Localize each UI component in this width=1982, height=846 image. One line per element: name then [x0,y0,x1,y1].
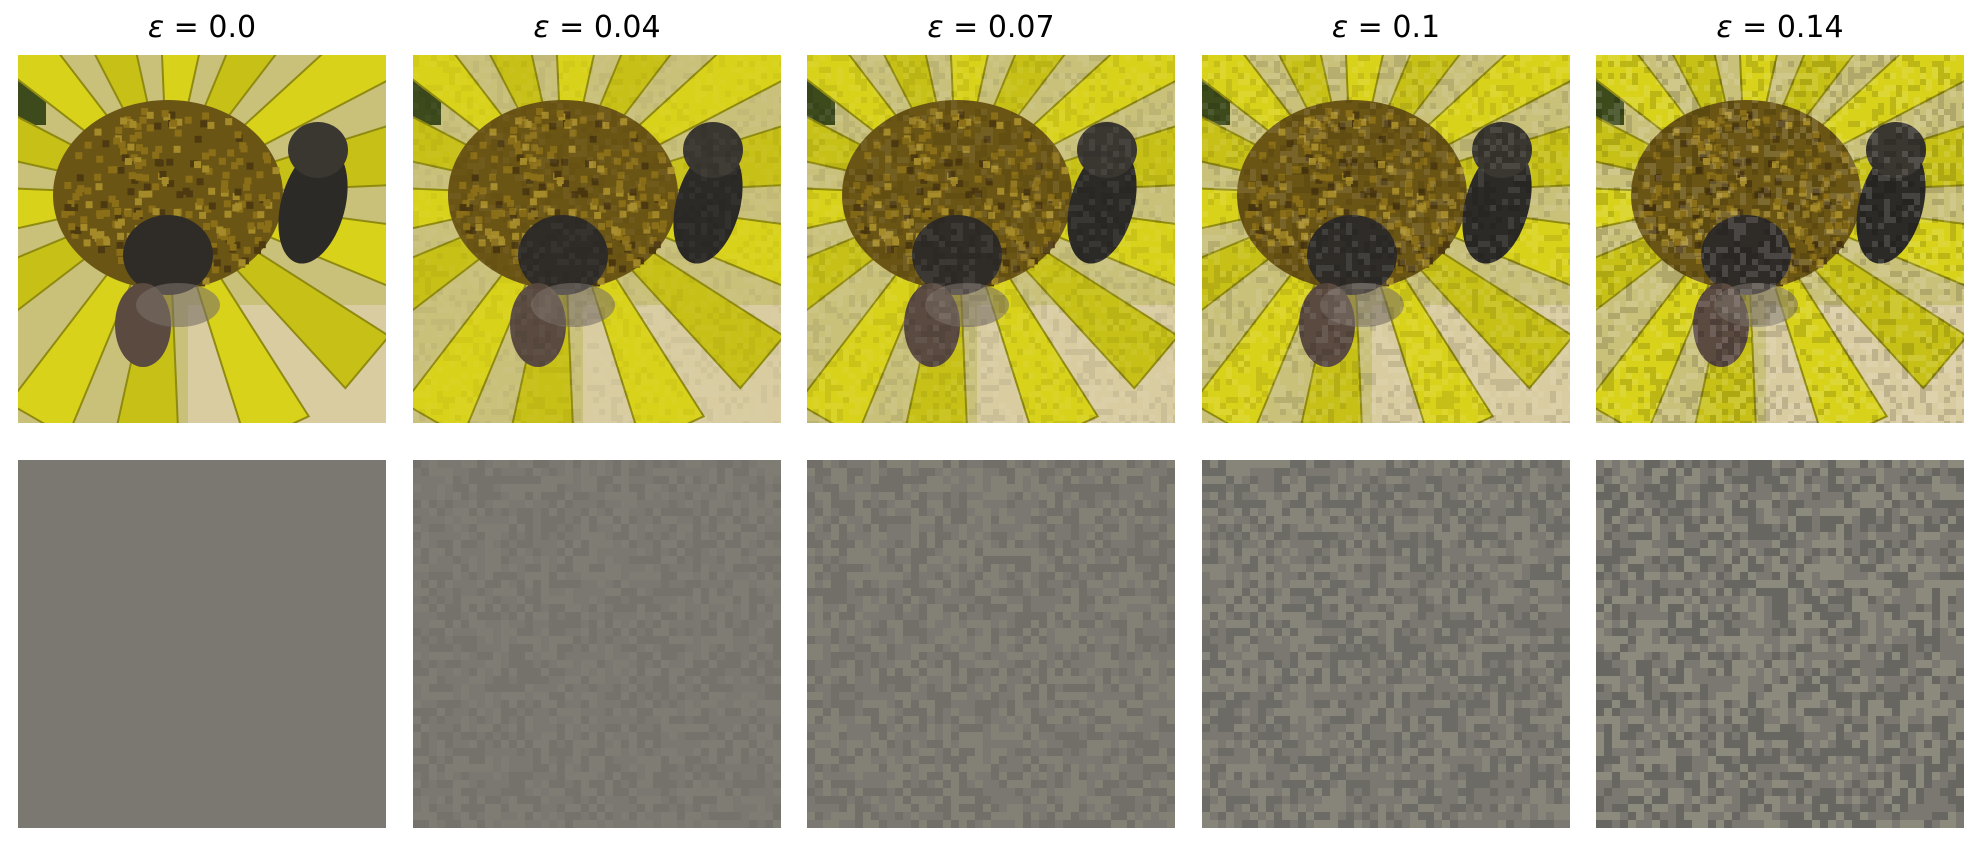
column-3: ε = 0.07 [807,0,1175,846]
perturbed-image [18,55,386,423]
equals-sign: = [164,10,209,45]
epsilon-value: 0.1 [1392,10,1441,45]
epsilon-value: 0.04 [593,10,661,45]
epsilon-symbol: ε [927,10,944,45]
perturbed-image [1596,55,1964,423]
equals-sign: = [549,10,594,45]
panel-title: ε = 0.07 [807,8,1175,48]
perturbation-map [1596,460,1964,828]
column-4: ε = 0.1 [1202,0,1570,846]
column-1: ε = 0.0 [18,0,386,846]
equals-sign: = [1732,10,1777,45]
perturbation-map [18,460,386,828]
epsilon-symbol: ε [1716,10,1733,45]
epsilon-value: 0.14 [1776,10,1844,45]
perturbed-image [1202,55,1570,423]
perturbation-map [807,460,1175,828]
panel-title: ε = 0.14 [1596,8,1964,48]
perturbation-map [1202,460,1570,828]
perturbed-image [413,55,781,423]
panel-title: ε = 0.04 [413,8,781,48]
column-2: ε = 0.04 [413,0,781,846]
equals-sign: = [943,10,988,45]
epsilon-symbol: ε [1331,10,1349,45]
epsilon-symbol: ε [147,10,165,45]
epsilon-value: 0.0 [208,10,257,45]
equals-sign: = [1348,10,1393,45]
epsilon-symbol: ε [533,10,550,45]
perturbation-map [413,460,781,828]
epsilon-value: 0.07 [987,10,1055,45]
panel-title: ε = 0.1 [1202,8,1570,48]
panel-title: ε = 0.0 [18,8,386,48]
perturbed-image [807,55,1175,423]
column-5: ε = 0.14 [1596,0,1964,846]
